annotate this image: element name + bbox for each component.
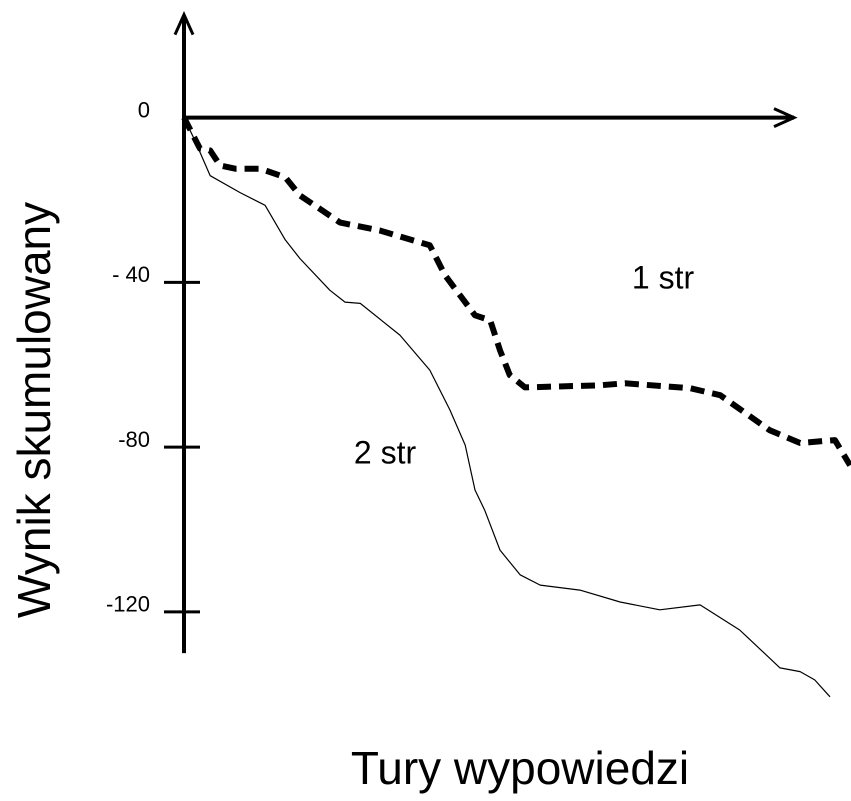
line-series — [183, 117, 831, 698]
y-axis-arrow — [173, 10, 195, 36]
x-axis-arrow — [773, 107, 798, 128]
line-series — [181, 116, 851, 467]
series-label: 2 str — [354, 434, 417, 470]
series-label: 1 str — [632, 259, 695, 295]
y-tick-label: - 40 — [112, 262, 150, 287]
y-axis-title: Wynik skumulowany — [8, 202, 60, 618]
x-axis-title: Tury wypowiedzi — [351, 742, 689, 794]
y-tick-label: 0 — [138, 97, 150, 122]
y-tick-label: -120 — [106, 592, 150, 617]
y-tick-label: -80 — [118, 427, 150, 452]
